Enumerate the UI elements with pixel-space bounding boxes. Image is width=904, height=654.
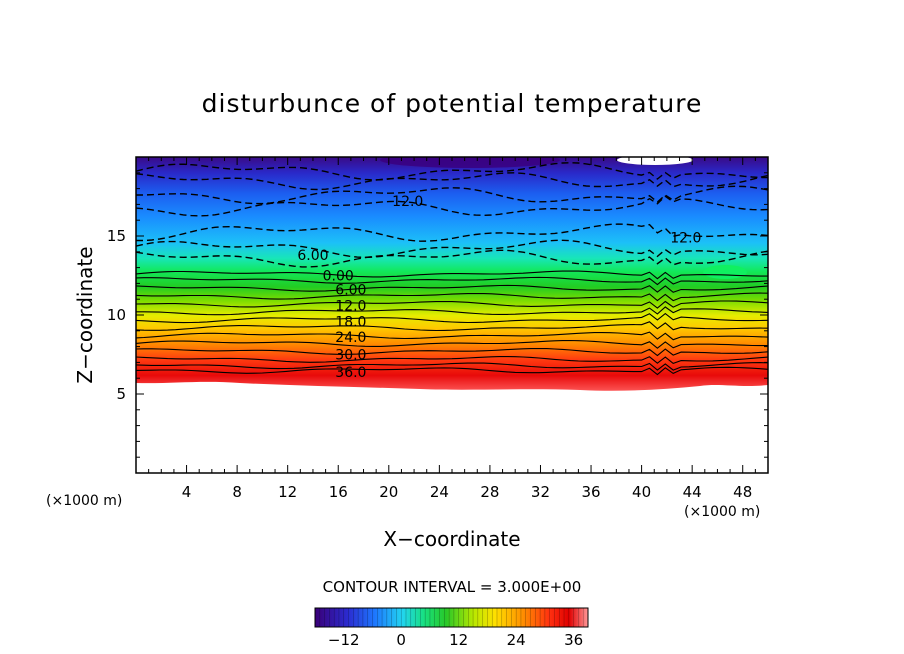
contour-value-label: 24.0	[335, 330, 366, 346]
field-area	[136, 157, 768, 391]
contour-line-dashed	[136, 195, 768, 217]
contour-line-dashed	[136, 172, 768, 191]
y-axis-label: Z−coordinate	[73, 246, 97, 383]
chart-title: disturbunce of potential temperature	[202, 89, 703, 118]
contour-value-label: 36.0	[335, 365, 366, 381]
x-tick-label: 24	[430, 483, 449, 501]
green-patch	[703, 265, 747, 279]
x-tick-label: 36	[581, 483, 600, 501]
contour-line-dashed	[136, 249, 768, 268]
contour-line-solid	[136, 366, 768, 376]
colorbar: −12 0 12 24 36	[314, 607, 589, 649]
x-tick-label: 16	[329, 483, 348, 501]
contour-line-solid	[136, 312, 768, 324]
contour-line-solid	[136, 292, 768, 302]
colorbar-ticks: −12 0 12 24 36	[319, 608, 584, 649]
x-axis-label: X−coordinate	[383, 527, 520, 551]
contour-line-solid	[136, 276, 768, 286]
contour-line-solid	[136, 362, 768, 371]
contour-value-label: 6.00	[297, 248, 328, 264]
purple-patch	[380, 157, 560, 168]
contour-line-solid	[136, 306, 768, 316]
contour-line-solid	[136, 347, 768, 357]
x-tick-label: 48	[733, 483, 752, 501]
x-tick-label: 12	[278, 483, 297, 501]
x-tick-label: 32	[531, 483, 550, 501]
x-tick-label: 20	[379, 483, 398, 501]
x-unit-left: (×1000 m)	[46, 493, 122, 509]
contour-value-label: 18.0	[335, 314, 366, 330]
contour-line-solid	[136, 321, 768, 332]
contour-lines	[136, 161, 768, 376]
contour-line-solid	[136, 284, 768, 293]
x-tick-label: 4	[182, 483, 192, 501]
colorbar-tick-label: 12	[449, 631, 468, 649]
contour-interval-note: CONTOUR INTERVAL = 3.000E+00	[323, 578, 582, 596]
colorbar-tick-label: 24	[507, 631, 526, 649]
y-tick-label: 10	[107, 306, 126, 324]
contour-value-label: 12.0	[670, 231, 701, 247]
y-tick-label: 15	[107, 227, 126, 245]
y-tick-label: 5	[116, 385, 126, 403]
contour-value-label: 0.00	[323, 269, 354, 285]
colorbar-fill	[314, 607, 589, 628]
colorbar-tick-label: −12	[328, 631, 360, 649]
colorbar-tick-label: 36	[564, 631, 583, 649]
contour-line-solid	[136, 331, 768, 341]
contour-line-solid	[136, 270, 768, 280]
contour-line-dashed	[136, 223, 768, 242]
contour-line-solid	[136, 300, 768, 309]
x-unit-right: (×1000 m)	[684, 504, 760, 520]
contour-line-solid	[136, 355, 768, 365]
white-patch	[617, 157, 693, 165]
contour-value-label: 12.0	[335, 299, 366, 315]
colorbar-tick-label: 0	[396, 631, 406, 649]
x-tick-label: 8	[232, 483, 242, 501]
x-tick-label: 40	[632, 483, 651, 501]
x-tick-label: 44	[683, 483, 702, 501]
contour-value-label: 6.00	[335, 283, 366, 299]
x-tick-label: 28	[480, 483, 499, 501]
contour-line-solid	[136, 339, 768, 349]
contour-value-label: 30.0	[335, 348, 366, 364]
contour-value-label: 12.0	[392, 194, 423, 210]
